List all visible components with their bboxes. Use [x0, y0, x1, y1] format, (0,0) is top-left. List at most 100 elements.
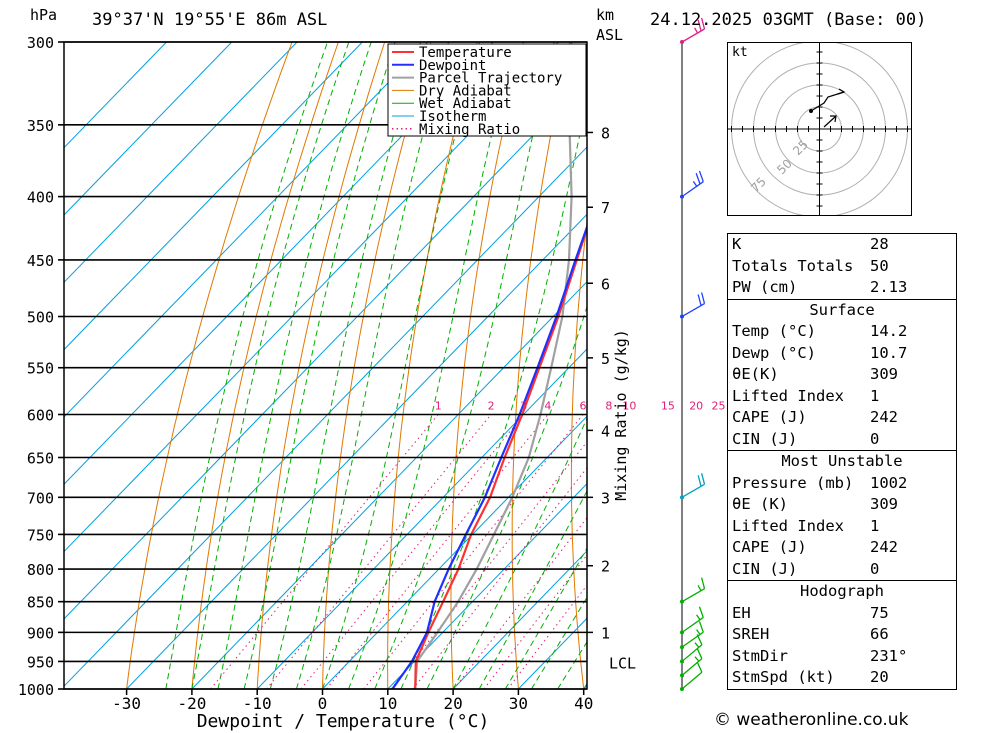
hodograph-panel: 25 50 75 kt: [727, 42, 912, 216]
general-index-value: 50: [870, 256, 889, 275]
most-unstable-index-value: 1002: [870, 473, 908, 492]
wet-adiabat-line: [269, 42, 422, 689]
hodograph-ring-label: 50: [774, 156, 795, 177]
dry-adiabat-line: [126, 42, 293, 689]
most-unstable-index-row: Pressure (mb) 1002: [728, 473, 956, 495]
x-axis-title: Dewpoint / Temperature (°C): [197, 711, 490, 732]
wind-barb-dot: [680, 673, 684, 678]
surface-index-value: 0: [870, 429, 880, 448]
wind-barb-flag: [697, 19, 702, 32]
pressure-tick-label: 1000: [18, 681, 54, 699]
dry-adiabat-line: [629, 42, 663, 689]
datetime-label: 24.12.2025 03GMT (Base: 00): [650, 10, 927, 30]
dry-adiabat-line: [987, 42, 1000, 689]
surface-title: Surface: [809, 300, 875, 319]
wind-barb: [680, 606, 704, 635]
hodograph-index-value: 231°: [870, 646, 908, 665]
mixing-ratio-line: [363, 414, 584, 689]
mixing-ratio-label: 6: [580, 400, 587, 413]
pressure-tick-label: 750: [27, 526, 54, 544]
surface-index-label: Temp (°C): [732, 322, 816, 340]
isotherm-line: [322, 415, 587, 689]
surface-index-value: 14.2: [870, 322, 908, 340]
legend-entry: Dewpoint: [419, 58, 486, 74]
legend-entry: Wet Adiabat: [419, 96, 512, 112]
isotherm-line: [452, 550, 587, 689]
hodograph-ring-label: 25: [790, 137, 811, 158]
wind-barb-dot: [680, 314, 684, 319]
wet-adiabat-line: [452, 417, 587, 689]
wind-barb: [680, 577, 706, 604]
wet-adiabat-line: [295, 42, 449, 689]
surface-index-row: Lifted Index 1: [728, 386, 956, 408]
wind-barb-flag: [695, 173, 701, 185]
most-unstable-index-label: θE (K): [732, 495, 788, 513]
wind-barb-staff: [681, 671, 703, 690]
general-index-row: PW (cm) 2.13: [728, 277, 956, 299]
wind-barb-half-flag: [694, 27, 699, 34]
height-tick-label: 3: [601, 489, 610, 507]
isotherm-line: [64, 42, 494, 485]
wind-barb-flag: [698, 170, 704, 182]
wind-barb-flag: [698, 606, 704, 618]
hodograph-arrow-head: [837, 88, 846, 95]
hodograph-index-row: SREH 66: [728, 624, 956, 646]
plot-frame: [63, 41, 588, 690]
wet-adiabat-line: [348, 42, 515, 689]
pressure-tick-label: 900: [27, 624, 54, 642]
wet-adiabat-line: [165, 42, 328, 689]
wind-barb-flag: [698, 621, 704, 633]
wind-barb: [680, 661, 703, 691]
temperature-tick-label: -30: [112, 694, 141, 713]
hodograph-index-value: 20: [870, 668, 889, 686]
general-indices-section: K 28 Totals Totals 50 PW (cm) 2.13: [728, 234, 956, 299]
height-tick-label: 8: [601, 124, 610, 142]
surface-index-row: θE(K) 309: [728, 364, 956, 386]
isotherm-line: [64, 42, 298, 284]
pressure-tick-label: 800: [27, 561, 54, 579]
isotherm-line: [64, 42, 429, 418]
pressure-tick-label: 500: [27, 309, 54, 327]
height-unit-km: km: [596, 6, 615, 24]
surface-index-value: 1: [870, 386, 880, 405]
wind-barb-flag: [700, 17, 706, 30]
hodograph-index-value: 75: [870, 603, 889, 622]
wind-barb-flag: [700, 473, 706, 485]
wind-barb-staff: [681, 588, 705, 603]
indices-table: K 28 Totals Totals 50 PW (cm) 2.13 Surface Te…: [727, 233, 957, 690]
legend-entry: Temperature: [419, 45, 512, 61]
wet-adiabat-line: [243, 42, 396, 689]
most-unstable-section: Most Unstable Pressure (mb) 1002 θE (K) 309…: [728, 450, 956, 580]
wind-barb-half-flag: [697, 585, 702, 591]
surface-index-label: CIN (J): [732, 429, 798, 448]
wind-barb-dot: [680, 495, 684, 500]
most-unstable-index-value: 0: [870, 559, 880, 578]
height-tick-label: 4: [601, 422, 610, 440]
hodograph-index-label: EH: [732, 603, 751, 622]
surface-index-value: 242: [870, 408, 898, 426]
wind-barb-staff: [681, 644, 703, 662]
isotherm-line: [126, 213, 587, 689]
general-index-row: K 28: [728, 234, 956, 256]
mixing-ratio-line: [300, 414, 525, 689]
height-tick-label: 2: [601, 558, 610, 576]
mixing-ratio-label: 8: [605, 400, 612, 413]
hodograph-index-row: StmSpd (kt) 20: [728, 667, 956, 689]
pressure-tick-label: 700: [27, 489, 54, 507]
surface-index-label: Lifted Index: [732, 386, 844, 405]
mixing-ratio-label: 3: [520, 400, 527, 413]
height-tick-label: 6: [601, 275, 610, 293]
pressure-tick-label: 550: [27, 360, 54, 378]
general-index-label: K: [732, 235, 742, 253]
most-unstable-index-row: θE (K) 309: [728, 494, 956, 516]
wind-barb-half-flag: [694, 642, 700, 648]
wind-barb-staff: [681, 302, 705, 318]
mixing-ratio-label: 2: [488, 400, 495, 413]
wet-adiabat-line: [191, 42, 350, 689]
pressure-tick-label: 450: [27, 252, 54, 270]
most-unstable-index-label: Lifted Index: [732, 516, 844, 535]
hodograph-indices-section: Hodograph EH 75 SREH 66 StmDir 231° StmSpd (kt…: [728, 580, 956, 689]
